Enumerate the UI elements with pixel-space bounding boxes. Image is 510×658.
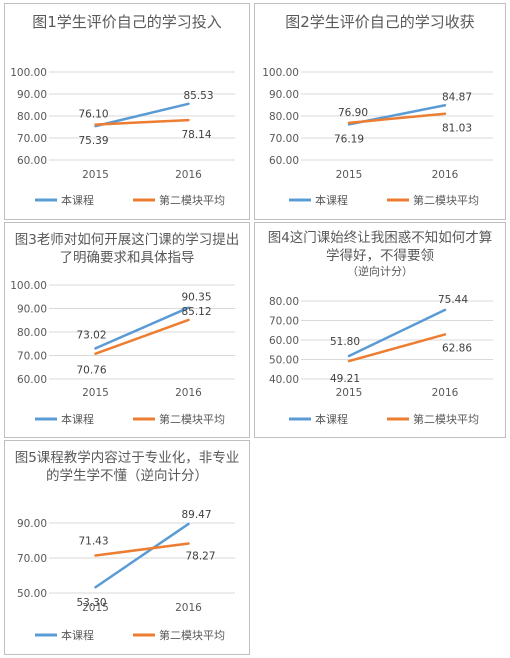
legend-label-module-avg: 第二模块平均 [159, 412, 225, 426]
x-tick-label: 2016 [175, 602, 202, 614]
chart-subtitle: （逆向计分） [347, 265, 413, 278]
chart-title: 图5课程教学内容过于专业化，非专业的学生学不懂（逆向计分） [14, 450, 240, 484]
y-tick-label: 90.00 [17, 304, 47, 316]
series-line-course [94, 522, 190, 589]
data-label: 85.12 [181, 306, 211, 318]
chart-title-main: 图4这门课始终让我困惑不知如何才算学得好，不得要领 [267, 230, 493, 264]
legend-label-course: 本课程 [61, 628, 94, 642]
series-line-module-avg [94, 318, 190, 355]
chart-plot: 100.00 90.00 80.00 70.00 60.00 2015 2016 75.39 8… [10, 67, 235, 207]
x-tick-label: 2016 [175, 387, 202, 399]
chart-panel-1: 图1学生评价自己的学习投入 100.00 90.00 80.00 70.00 60.00… [4, 3, 250, 220]
x-tick-label: 2015 [82, 169, 109, 181]
data-label: 85.53 [183, 90, 213, 102]
data-label: 78.14 [181, 129, 211, 141]
series-line-module-avg [347, 112, 447, 125]
y-tick-label: 50.00 [17, 588, 47, 600]
legend-label-course: 本课程 [61, 193, 94, 207]
y-tick-label: 100.00 [10, 67, 47, 79]
data-label: 78.27 [185, 551, 215, 563]
series-line-course [94, 306, 190, 350]
data-label: 73.02 [76, 329, 106, 341]
y-tick-label: 80.00 [269, 111, 299, 123]
data-label: 76.10 [78, 109, 108, 121]
y-tick-label: 40.00 [269, 374, 299, 386]
data-label: 76.90 [338, 107, 368, 119]
series-line-module-avg [347, 333, 447, 363]
data-label: 89.47 [181, 509, 211, 521]
legend-label-course: 本课程 [315, 412, 348, 426]
legend-label-module-avg: 第二模块平均 [413, 412, 479, 426]
y-tick-label: 60.00 [269, 155, 299, 167]
x-tick-label: 2015 [336, 169, 363, 181]
series-line-module-avg [94, 542, 190, 557]
data-label: 51.80 [330, 336, 360, 348]
data-label: 90.35 [181, 292, 211, 304]
legend-label-module-avg: 第二模块平均 [159, 193, 225, 207]
y-tick-label: 70.00 [17, 553, 47, 565]
chart-panel-5: 图5课程教学内容过于专业化，非专业的学生学不懂（逆向计分） 90.00 70.00… [4, 440, 250, 655]
series-line-module-avg [94, 118, 190, 126]
y-tick-label: 70.00 [17, 133, 47, 145]
y-tick-label: 100.00 [262, 67, 299, 79]
x-tick-label: 2015 [336, 387, 363, 399]
y-tick-label: 50.00 [269, 355, 299, 367]
x-tick-label: 2016 [175, 169, 202, 181]
y-tick-label: 70.00 [17, 351, 47, 363]
x-tick-label: 2016 [432, 169, 459, 181]
data-label: 84.87 [442, 91, 472, 103]
y-tick-label: 80.00 [17, 111, 47, 123]
data-label: 70.76 [76, 365, 106, 377]
y-tick-label: 100.00 [10, 280, 47, 292]
y-tick-label: 90.00 [17, 89, 47, 101]
x-tick-label: 2015 [82, 602, 109, 614]
data-label: 62.86 [442, 342, 472, 354]
y-tick-label: 60.00 [17, 374, 47, 386]
data-label: 75.44 [438, 294, 468, 306]
chart-plot: 80.00 70.00 60.00 50.00 40.00 2015 2016 51.80 75… [269, 294, 493, 426]
data-label: 49.21 [330, 373, 360, 385]
chart-title: 图3老师对如何开展这门课的学习提出了明确要求和具体指导 [14, 232, 240, 266]
chart-title: 图4这门课始终让我困惑不知如何才算学得好，不得要领 （逆向计分） [261, 229, 499, 279]
y-tick-label: 90.00 [269, 89, 299, 101]
chart-panel-3: 图3老师对如何开展这门课的学习提出了明确要求和具体指导 100.00 90.00 8… [4, 222, 250, 438]
legend-label-module-avg: 第二模块平均 [413, 193, 479, 207]
chart-panel-4: 图4这门课始终让我困惑不知如何才算学得好，不得要领 （逆向计分） 80.00 70… [254, 222, 506, 438]
data-label: 76.19 [334, 133, 364, 145]
data-label: 71.43 [78, 535, 108, 547]
y-tick-label: 70.00 [269, 316, 299, 328]
x-tick-label: 2016 [432, 387, 459, 399]
y-tick-label: 60.00 [17, 155, 47, 167]
y-tick-label: 90.00 [17, 518, 47, 530]
series-line-course [347, 308, 447, 358]
x-tick-label: 2015 [82, 387, 109, 399]
chart-title: 图1学生评价自己的学习投入 [32, 13, 222, 31]
chart-plot: 90.00 70.00 50.00 2015 2016 53.30 89.47 71.43 78… [17, 509, 235, 642]
y-tick-label: 80.00 [269, 296, 299, 308]
chart-plot: 100.00 90.00 80.00 70.00 60.00 2015 2016 76.19 8… [262, 67, 493, 207]
chart-panel-2: 图2学生评价自己的学习收获 100.00 90.00 80.00 70.00 60.00… [254, 3, 506, 220]
legend-label-course: 本课程 [61, 412, 94, 426]
legend-label-course: 本课程 [315, 193, 348, 207]
data-label: 53.30 [76, 597, 106, 609]
legend-label-module-avg: 第二模块平均 [159, 628, 225, 642]
chart-title: 图2学生评价自己的学习收获 [285, 13, 475, 31]
chart-plot: 100.00 90.00 80.00 70.00 60.00 2015 2016 73.02 9… [10, 280, 235, 426]
y-tick-label: 80.00 [17, 327, 47, 339]
y-tick-label: 60.00 [269, 335, 299, 347]
data-label: 75.39 [78, 135, 108, 147]
y-tick-label: 70.00 [269, 133, 299, 145]
series-line-course [94, 102, 190, 128]
data-label: 81.03 [442, 123, 472, 135]
